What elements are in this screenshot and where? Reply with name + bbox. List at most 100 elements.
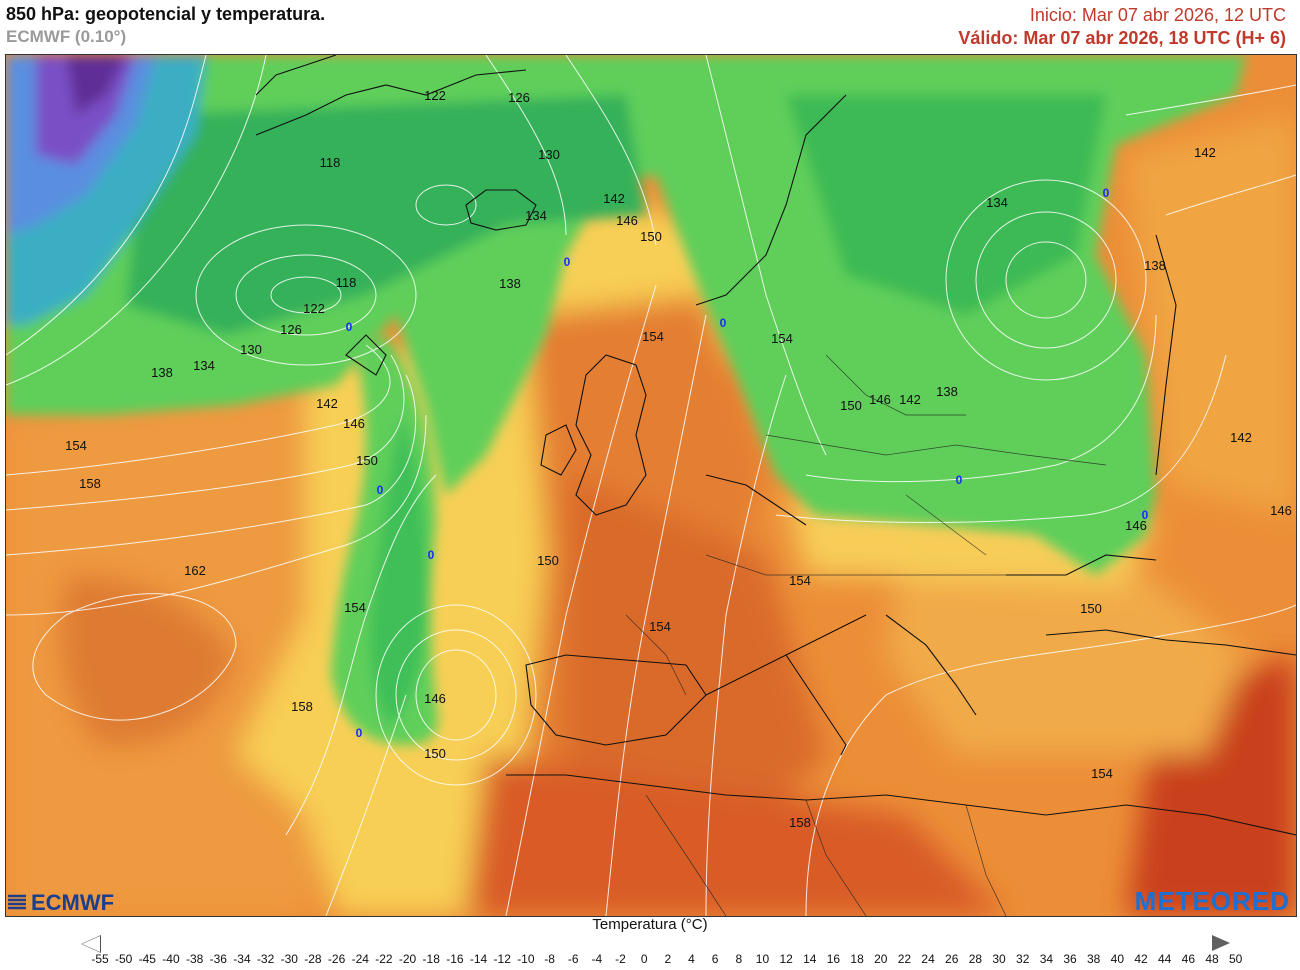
- colorbar-tick-label: 22: [897, 952, 912, 966]
- geopotential-label: 138: [499, 276, 521, 291]
- colorbar-tick-label: 10: [755, 952, 770, 966]
- geopotential-label: 150: [640, 229, 662, 244]
- geopotential-label: 122: [424, 88, 446, 103]
- geopotential-label: 142: [899, 392, 921, 407]
- colorbar-tick-label: 32: [1016, 952, 1030, 966]
- geopotential-label: 158: [291, 699, 313, 714]
- map-title: 850 hPa: geopotencial y temperatura.: [6, 4, 326, 24]
- meteored-logo: METEORED: [1134, 886, 1290, 916]
- zero-isotherm-label: 0: [1142, 508, 1149, 522]
- legend-title: Temperatura (°C): [592, 916, 708, 933]
- weather-map[interactable]: 122 126 130 118 134 142 146 150 134 142 138 118 138 1…: [5, 54, 1297, 917]
- zero-isotherm-label: 0: [346, 320, 353, 334]
- init-time: Inicio: Mar 07 abr 2026, 12 UTC: [1029, 5, 1286, 25]
- colorbar-tick-label: 42: [1134, 952, 1148, 966]
- geopotential-label: 146: [869, 392, 891, 407]
- colorbar-tick-label: 44: [1157, 952, 1172, 966]
- geopotential-contours: [6, 55, 1296, 916]
- colorbar-tick-label: -22: [375, 952, 393, 966]
- geopotential-label: 150: [840, 398, 862, 413]
- colorbar-tick-label: 46: [1181, 952, 1196, 966]
- colorbar-tick-label: 14: [803, 952, 817, 966]
- geopotential-label: 154: [771, 331, 793, 346]
- geopotential-label: 154: [789, 573, 811, 588]
- colorbar-tick-label: 16: [826, 952, 841, 966]
- colorbar-tick-label: -34: [233, 952, 251, 966]
- colorbar-tick-label: -12: [493, 952, 511, 966]
- geopotential-label: 146: [1125, 518, 1147, 533]
- colorbar-tick-label: -32: [256, 952, 275, 966]
- colorbar-tick-label: -2: [615, 952, 626, 966]
- geopotential-label: 138: [936, 384, 958, 399]
- zero-isotherm-label: 0: [377, 483, 384, 497]
- geopotential-label: 146: [424, 691, 446, 706]
- colorbar-tick-label: 50: [1228, 952, 1243, 966]
- geopotential-label: 138: [151, 365, 173, 380]
- colorbar-tick-label: -24: [351, 952, 369, 966]
- colorbar-left-arrow: [82, 936, 100, 952]
- zero-isotherm-label: 0: [720, 316, 727, 330]
- colorbar-tick-label: 18: [850, 952, 864, 966]
- colorbar-tick-label: 12: [779, 952, 793, 966]
- colorbar-tick-label: 24: [921, 952, 935, 966]
- colorbar-tick-label: -16: [446, 952, 464, 966]
- geopotential-label: 154: [1091, 766, 1113, 781]
- colorbar-tick-label: -20: [398, 952, 417, 966]
- geopotential-label: 146: [343, 416, 365, 431]
- cold-airmass: [6, 55, 1246, 745]
- geopotential-label: 134: [986, 195, 1008, 210]
- model-label: ECMWF (0.10°): [6, 27, 127, 46]
- geopotential-label: 146: [1270, 503, 1292, 518]
- colorbar-tick-label: -38: [185, 952, 204, 966]
- colorbar-tick-label: 36: [1063, 952, 1077, 966]
- zero-isotherm-label: 0: [356, 726, 363, 740]
- geopotential-label: 150: [424, 746, 446, 761]
- zero-isotherm-labels: 0 0 0 0 0 0 0 0 0: [346, 186, 1149, 740]
- geopotential-label: 142: [603, 191, 625, 206]
- colorbar-tick-label: 8: [735, 952, 743, 966]
- colorbar-tick-label: -6: [567, 952, 579, 966]
- geopotential-label: 142: [1194, 145, 1216, 160]
- valid-time: Válido: Mar 07 abr 2026, 18 UTC (H+ 6): [958, 28, 1286, 48]
- colorbar-tick-label: -55: [91, 952, 109, 966]
- colorbar-tick-label: 38: [1087, 952, 1101, 966]
- geopotential-label: 158: [789, 815, 811, 830]
- zero-isotherm-label: 0: [1103, 186, 1110, 200]
- colorbar-tick-label: 2: [664, 952, 672, 966]
- colorbar-tick-label: 28: [968, 952, 983, 966]
- colorbar-right-arrow: [1212, 935, 1230, 951]
- colorbar-tick-label: -45: [138, 952, 156, 966]
- zero-isotherm-label: 0: [428, 548, 435, 562]
- geopotential-label: 150: [356, 453, 378, 468]
- geopotential-label: 158: [79, 476, 101, 491]
- geopotential-label: 126: [508, 90, 530, 105]
- geopotential-label: 130: [240, 342, 262, 357]
- colorbar-tick-label: -40: [162, 952, 180, 966]
- ecmwf-logo-text: ECMWF: [31, 890, 115, 915]
- colorbar-tick-label: 40: [1110, 952, 1125, 966]
- geopotential-label: 118: [336, 275, 357, 290]
- geopotential-label: 162: [184, 563, 206, 578]
- geopotential-label: 146: [616, 213, 638, 228]
- zero-isotherm-label: 0: [956, 473, 963, 487]
- geopotential-label: 118: [320, 155, 341, 170]
- geopotential-label: 126: [280, 322, 302, 337]
- geopotential-label: 150: [1080, 601, 1102, 616]
- temperature-field: [6, 115, 1296, 916]
- colorbar-tick-label: 30: [992, 952, 1006, 966]
- geopotential-label: 138: [1144, 258, 1166, 273]
- borders: [625, 354, 1107, 916]
- colorbar-tick-label: -14: [469, 952, 488, 966]
- geopotential-label: 154: [65, 438, 87, 453]
- colorbar-tick-label: 0: [640, 952, 648, 966]
- colorbar-tick-label: 26: [945, 952, 959, 966]
- coastlines: [255, 55, 1296, 836]
- colorbar-ticks: -55 -50 -45 -40 -38 -36 -34 -32 -30 -28 -26 -24 -22-…: [0, 952, 1300, 970]
- geopotential-label: 142: [316, 396, 338, 411]
- colorbar-tick-label: -18: [422, 952, 440, 966]
- colorbar-tick-label: -30: [280, 952, 298, 966]
- geopotential-label: 154: [649, 619, 671, 634]
- colorbar-tick-label: -28: [304, 952, 322, 966]
